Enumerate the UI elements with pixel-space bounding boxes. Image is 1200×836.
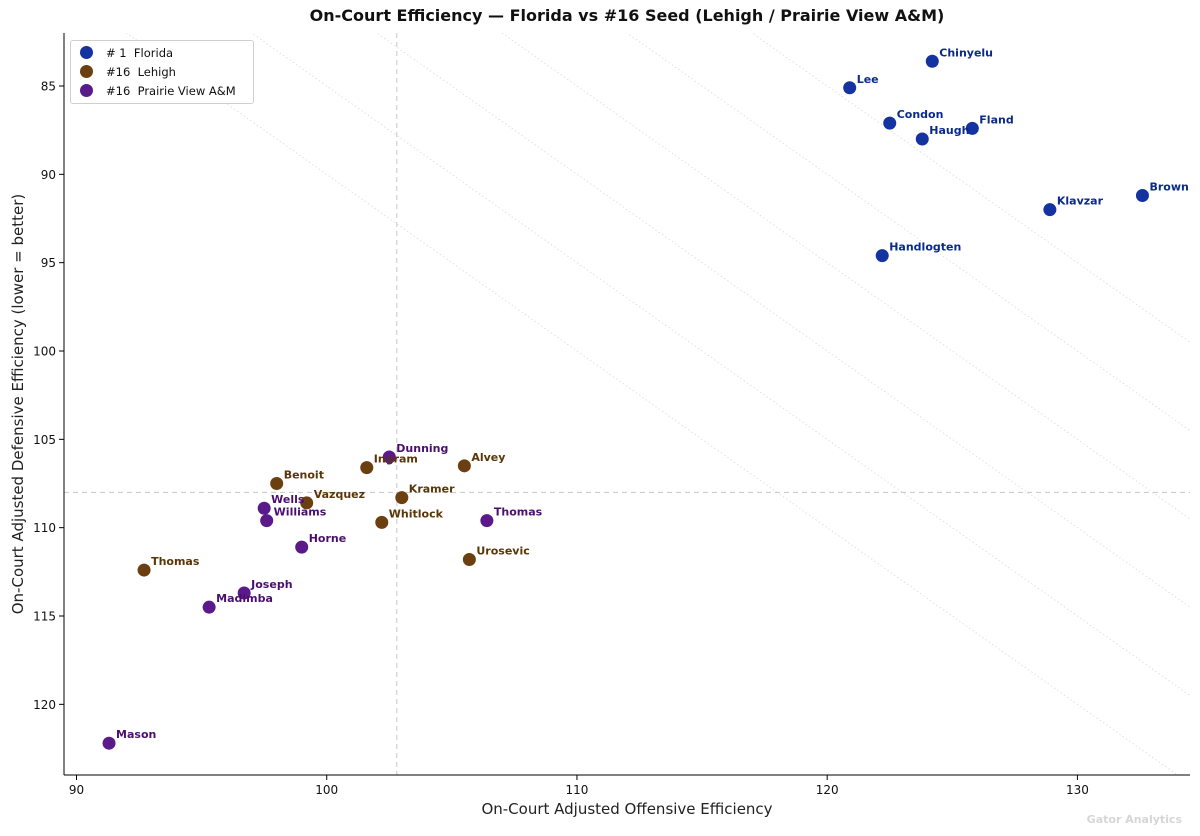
point-label: Thomas [151,555,200,568]
data-points [102,54,1149,750]
diagonal-guide-5 [751,33,1190,343]
y-tick-label: 120 [33,698,56,712]
diagonal-guides [125,33,1190,775]
x-tick-label: 90 [69,783,84,797]
chart-title: On-Court Efficiency — Florida vs #16 See… [309,6,945,25]
point-label: Madimba [216,592,273,605]
data-point [457,459,471,473]
point-label: Condon [897,108,944,121]
data-point [915,132,929,146]
data-point [382,450,396,464]
legend-swatch [80,65,93,78]
point-label: Dunning [396,442,448,455]
y-tick-label: 85 [41,80,56,94]
y-tick-label: 110 [33,521,56,535]
point-label: Williams [274,506,327,519]
x-axis-label: On-Court Adjusted Offensive Efficiency [481,800,773,818]
x-tick-label: 100 [315,783,338,797]
legend-label: # 1 Florida [106,45,174,60]
y-tick-label: 105 [33,433,56,447]
data-point [843,81,857,95]
point-label: Chinyelu [939,46,993,59]
y-tick-label: 100 [33,345,56,359]
diagonal-guide-3 [501,33,1190,520]
diagonal-guide-0 [125,33,1179,775]
diagonal-guide-1 [250,33,1190,696]
data-point [480,514,494,528]
data-point [237,586,251,600]
data-point [137,563,151,577]
watermark: Gator Analytics [1086,813,1182,826]
point-label: Handlogten [889,241,961,254]
point-label: Horne [309,532,346,545]
point-label: Alvey [471,451,505,464]
point-label: Fland [979,113,1013,126]
data-point [257,501,271,515]
y-axis-label: On-Court Adjusted Defensive Efficiency (… [9,193,27,615]
diagonal-guide-2 [376,33,1190,608]
point-label: Brown [1149,181,1188,194]
point-label: Kramer [409,483,455,496]
point-label: Joseph [250,578,292,591]
legend: # 1 Florida #16 Lehigh #16 Prairie View A&… [70,40,254,104]
legend-swatch [80,46,93,59]
legend-item: # 1 Florida [71,43,253,62]
data-point [295,540,309,554]
x-tick-label: 120 [816,783,839,797]
data-point [462,552,476,566]
point-label: Thomas [494,506,543,519]
point-label: Ingram [374,453,418,466]
axes: 90 100 110 120 130 85 90 95 100 105 110 115 120 [33,33,1190,797]
point-label: Whitlock [389,507,444,520]
data-point [1043,203,1057,217]
reference-lines [64,33,1190,775]
legend-label: #16 Prairie View A&M [106,83,236,98]
point-label: Vazquez [314,488,365,501]
data-point [395,491,409,505]
data-point [270,477,284,490]
data-point [300,496,314,510]
y-tick-label: 115 [33,610,56,624]
legend-label: #16 Lehigh [106,64,176,79]
point-label: Haugh [929,124,969,137]
legend-item: #16 Lehigh [71,62,253,81]
data-point [875,249,889,263]
point-label: Benoit [284,469,324,482]
y-tick-label: 95 [41,256,56,270]
point-labels: Chinyelu Lee Condon Fland Haugh Brown Klavzar H… [116,46,1189,741]
data-point [260,514,274,528]
data-point [925,54,939,68]
point-label: Mason [116,728,156,741]
legend-item: #16 Prairie View A&M [71,81,253,100]
data-point [883,116,897,130]
data-point [360,461,374,475]
point-label: Klavzar [1057,195,1104,208]
data-point [102,736,116,750]
data-point [375,515,389,529]
data-point [1135,189,1149,203]
point-label: Urosevic [476,544,529,557]
diagonal-guide-4 [626,33,1190,431]
data-point [202,600,216,614]
y-tick-label: 90 [41,168,56,182]
point-label: Lee [857,73,879,86]
data-point [965,121,979,135]
x-tick-label: 130 [1066,783,1089,797]
legend-swatch [80,84,93,97]
point-label: Wells [271,493,305,506]
x-tick-label: 110 [566,783,589,797]
